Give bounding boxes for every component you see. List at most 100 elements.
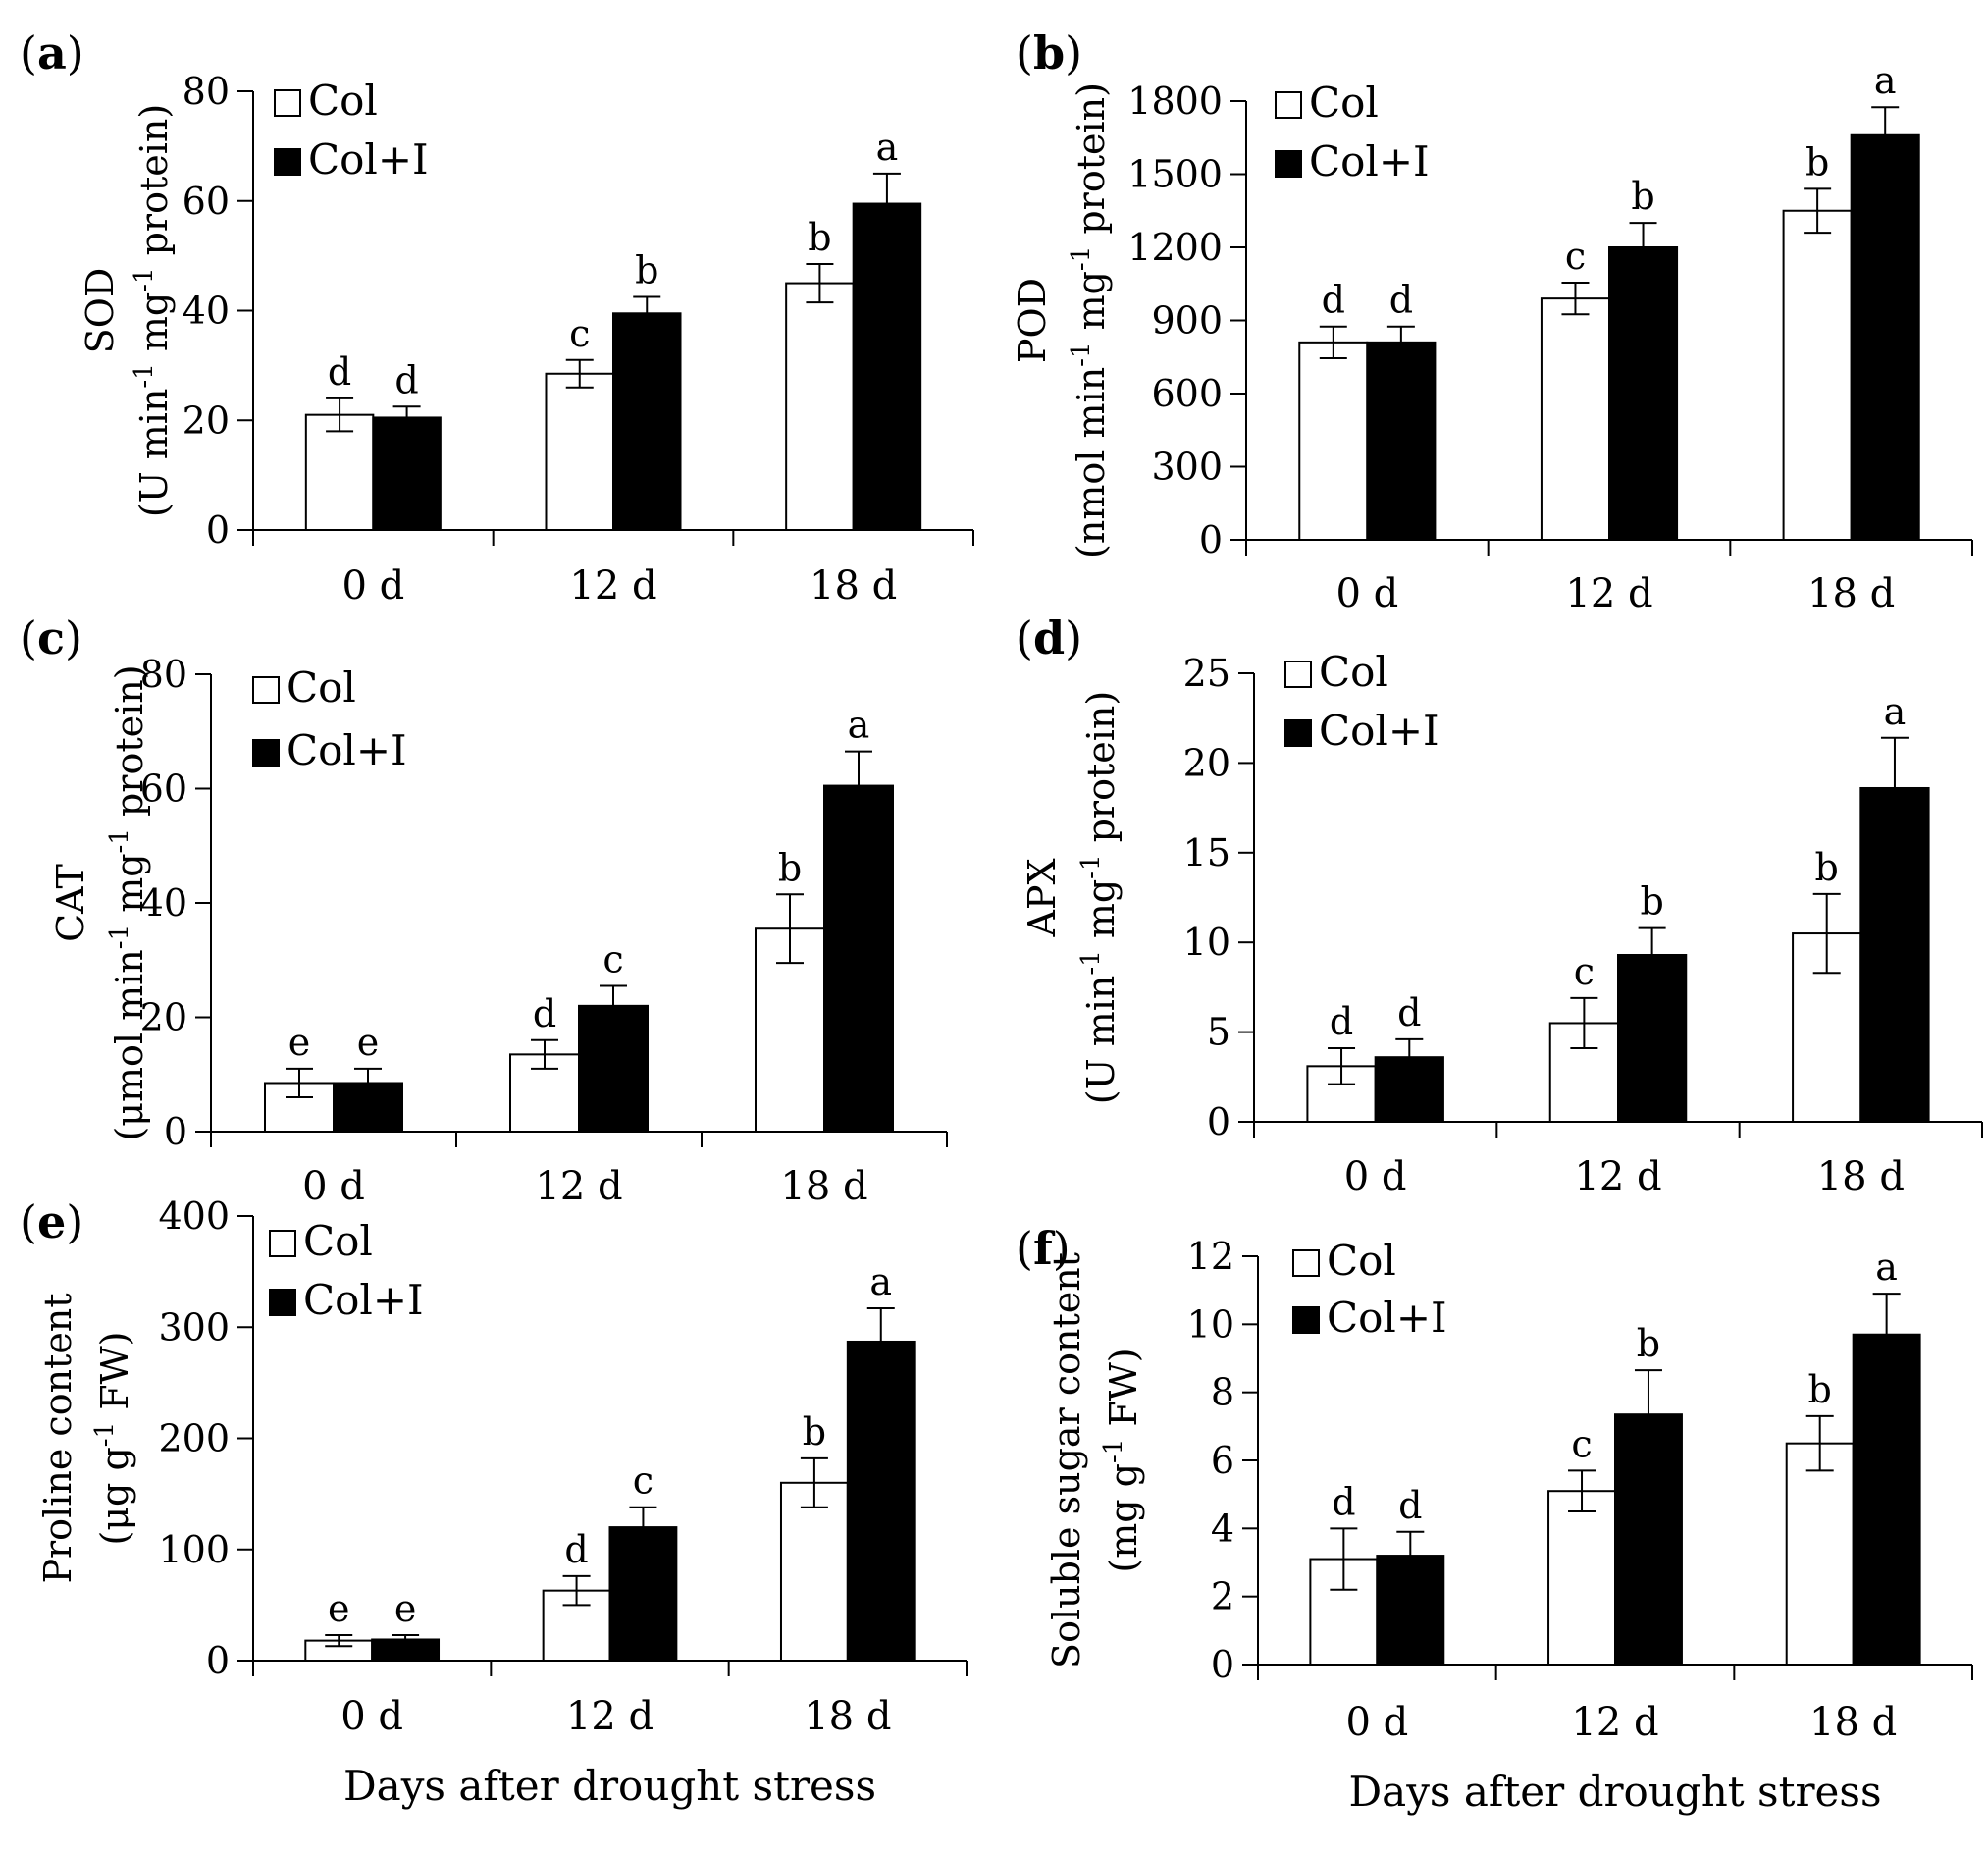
significance-letter: b	[1815, 846, 1839, 889]
y-axis-title: APX	[1020, 858, 1064, 937]
panel-label: (c)	[20, 611, 82, 664]
y-tick-label: 900	[1151, 299, 1223, 343]
y-axis-units: (U min-1 mg-1 protein)	[1076, 691, 1123, 1104]
y-axis-title: Soluble sugar content	[1045, 1252, 1088, 1668]
x-tick-label: 0 d	[1344, 1154, 1407, 1199]
legend-swatch	[1292, 1306, 1320, 1334]
y-axis-title: CAT	[49, 864, 92, 942]
legend-label: Col	[287, 663, 356, 712]
x-tick-label: 0 d	[1345, 1700, 1408, 1745]
panel-label: (d)	[1016, 611, 1082, 664]
significance-letter: c	[602, 937, 623, 980]
panel-label: (b)	[1016, 26, 1082, 79]
significance-letter: d	[564, 1528, 588, 1571]
legend-label: Col	[303, 1217, 373, 1265]
y-tick-label: 300	[1151, 446, 1223, 489]
panel-label: (f)	[1016, 1222, 1071, 1275]
legend-swatch	[274, 89, 301, 117]
y-axis-units: (μg g-1 FW)	[90, 1332, 136, 1546]
y-tick-label: 5	[1207, 1011, 1230, 1054]
significance-letter: c	[1565, 235, 1586, 278]
y-tick-label: 15	[1183, 831, 1230, 874]
y-tick-label: 200	[158, 1417, 230, 1460]
panel-f: (f) 0 2 4 6 8 10 12 0 d d d 12 d c b 18 d b a Col Col+I Sol…	[1016, 1222, 1973, 1816]
y-tick-label: 4	[1211, 1507, 1234, 1550]
bar-col	[779, 1481, 849, 1663]
y-tick-label: 0	[1211, 1643, 1234, 1686]
significance-letter: a	[1884, 690, 1907, 733]
legend-swatch	[1284, 719, 1312, 747]
significance-letter: c	[633, 1459, 654, 1503]
x-tick-label: 18 d	[1807, 571, 1895, 616]
x-tick-label: 0 d	[340, 1694, 403, 1739]
bar-col	[785, 282, 855, 531]
bar-col-i	[612, 312, 682, 532]
panel-label: (e)	[20, 1195, 83, 1248]
legend-label: Col	[1309, 79, 1379, 127]
panel-b: (b) 0 300 600 900 1200 1500 1800 0 d d d 12 d c b 18 d…	[1011, 26, 1973, 616]
significance-letter: b	[1808, 1368, 1832, 1411]
bar-col	[1298, 341, 1369, 541]
legend-label: Col+I	[287, 726, 407, 774]
y-tick-label: 12	[1187, 1235, 1234, 1278]
legend-label: Col+I	[303, 1276, 424, 1324]
significance-letter: d	[1332, 1480, 1355, 1523]
bar-col	[1782, 209, 1853, 541]
bar-col-i	[608, 1526, 678, 1662]
significance-letter: d	[1389, 279, 1413, 322]
bar-col	[1540, 297, 1611, 541]
y-tick-label: 400	[158, 1194, 230, 1238]
y-axis-units: (U min-1 mg-1 protein)	[130, 104, 176, 517]
y-tick-label: 80	[183, 70, 230, 113]
bar-col-i	[1850, 133, 1920, 541]
significance-letter: b	[1640, 880, 1663, 924]
y-tick-label: 25	[1183, 652, 1230, 695]
bar-col-i	[372, 416, 442, 531]
bar-col	[304, 413, 375, 532]
legend-swatch	[269, 1230, 296, 1257]
y-tick-label: 10	[1187, 1302, 1234, 1346]
legend-swatch	[1275, 91, 1302, 119]
significance-letter: b	[1631, 175, 1654, 218]
significance-letter: a	[1874, 59, 1897, 102]
panel-e: (e) 0 100 200 300 400 0 d e e 12 d d c 18 d b a Col Col+…	[20, 1194, 968, 1810]
legend-swatch	[252, 739, 280, 767]
legend-swatch	[269, 1289, 296, 1316]
y-tick-label: 0	[1199, 518, 1223, 561]
significance-letter: b	[1637, 1322, 1660, 1365]
y-tick-label: 1800	[1127, 79, 1223, 123]
significance-letter: a	[869, 1260, 892, 1303]
significance-letter: d	[1397, 991, 1421, 1034]
panel-label: (a)	[20, 26, 84, 79]
x-tick-label: 18 d	[780, 1164, 867, 1209]
legend-swatch	[274, 148, 301, 176]
legend-label: Col	[1327, 1237, 1396, 1285]
bar-col	[1785, 1442, 1855, 1666]
significance-letter: c	[1574, 950, 1595, 993]
bar-col	[545, 372, 615, 531]
legend-swatch	[1292, 1249, 1320, 1277]
significance-letter: b	[635, 249, 658, 292]
significance-letter: d	[1330, 1000, 1353, 1043]
legend-swatch	[252, 676, 280, 704]
significance-letter: e	[328, 1587, 350, 1630]
y-tick-label: 10	[1183, 921, 1230, 964]
significance-letter: a	[848, 704, 870, 747]
significance-letter: c	[1571, 1422, 1592, 1465]
y-tick-label: 1500	[1127, 153, 1223, 196]
legend-label: Col	[308, 77, 378, 125]
x-axis-title: Days after drought stress	[1348, 1768, 1881, 1816]
significance-letter: d	[1322, 279, 1345, 322]
legend-label: Col+I	[308, 135, 429, 184]
x-tick-label: 12 d	[1571, 1700, 1658, 1745]
significance-letter: a	[1875, 1245, 1898, 1289]
y-tick-label: 0	[206, 508, 230, 552]
x-axis-title: Days after drought stress	[343, 1762, 876, 1810]
bar-col-i	[846, 1340, 916, 1663]
x-tick-label: 18 d	[1817, 1154, 1905, 1199]
bar-col	[264, 1082, 335, 1134]
y-tick-label: 80	[140, 653, 187, 696]
panel-d: (d) 0 5 10 15 20 25 0 d d d 12 d c b 18 d b a Col Col+I AP…	[1016, 611, 1983, 1199]
x-tick-label: 12 d	[569, 563, 656, 609]
